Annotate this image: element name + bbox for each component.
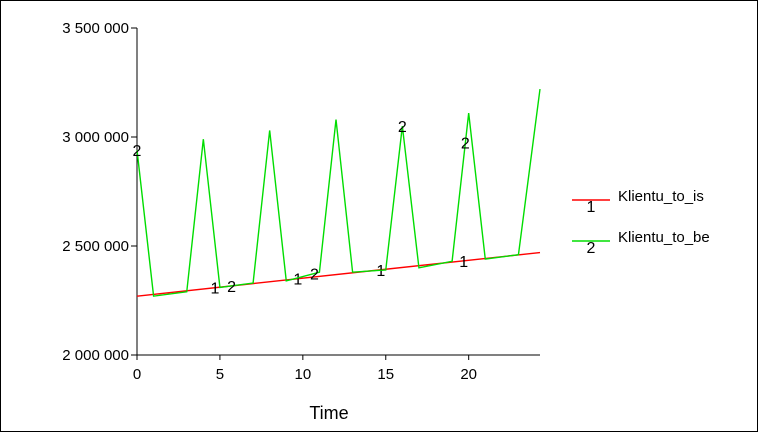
- legend: 1 Klientu_to_is 2 Klientu_to_be: [572, 188, 710, 257]
- x-tick-label: 20: [460, 366, 477, 383]
- series-marker-2: 2: [310, 266, 319, 283]
- legend-marker: 1: [587, 199, 596, 216]
- x-tick-label: 5: [216, 366, 224, 383]
- y-tick-label: 2 000 000: [62, 347, 129, 364]
- x-tick-label: 0: [133, 366, 141, 383]
- y-tick-label: 2 500 000: [62, 238, 129, 255]
- x-axis-title: Time: [309, 403, 348, 423]
- x-ticks: 0 5 10 15 20: [133, 355, 477, 383]
- series-marker-2: 2: [461, 136, 470, 153]
- series-marker-2: 2: [398, 119, 407, 136]
- x-tick-label: 15: [377, 366, 394, 383]
- legend-marker: 2: [587, 240, 596, 257]
- series-marker-1: 1: [376, 263, 385, 280]
- legend-label: Klientu_to_is: [618, 188, 704, 205]
- axes: 2 000 000 2 500 000 3 000 000 3 500 000 0 5 1…: [62, 20, 540, 423]
- series-marker-2: 2: [133, 143, 142, 160]
- y-ticks: 2 000 000 2 500 000 3 000 000 3 500 000: [62, 20, 137, 364]
- series-line-Klientu_to_is: [136, 251, 541, 297]
- x-tick-label: 10: [294, 366, 311, 383]
- y-tick-label: 3 500 000: [62, 20, 129, 37]
- series-marker-1: 1: [293, 272, 302, 289]
- series-marker-1: 1: [459, 254, 468, 271]
- legend-label: Klientu_to_be: [618, 229, 710, 246]
- series-marker-1: 1: [210, 281, 219, 298]
- series-line-Klientu_to_be: [136, 88, 541, 297]
- y-tick-label: 3 000 000: [62, 129, 129, 146]
- series-marker-2: 2: [227, 279, 236, 296]
